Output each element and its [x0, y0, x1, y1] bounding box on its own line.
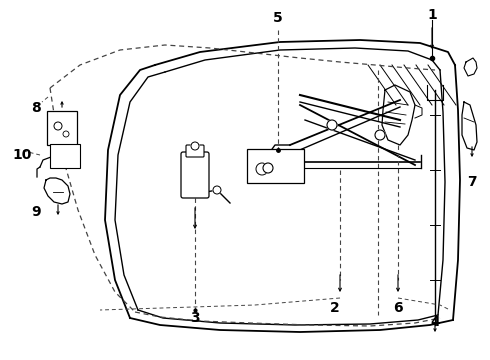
Circle shape — [375, 130, 385, 140]
FancyBboxPatch shape — [186, 145, 204, 157]
Text: 5: 5 — [273, 11, 283, 25]
Text: 1: 1 — [427, 8, 437, 22]
FancyBboxPatch shape — [181, 152, 209, 198]
FancyBboxPatch shape — [50, 144, 80, 168]
Text: 8: 8 — [31, 101, 41, 115]
Text: 7: 7 — [467, 175, 477, 189]
Circle shape — [213, 186, 221, 194]
Circle shape — [327, 120, 337, 130]
Text: 10: 10 — [12, 148, 32, 162]
Text: 9: 9 — [31, 205, 41, 219]
Text: 4: 4 — [430, 315, 440, 329]
Text: 3: 3 — [190, 311, 200, 325]
Circle shape — [191, 142, 199, 150]
Text: 6: 6 — [393, 301, 403, 315]
Circle shape — [256, 163, 268, 175]
FancyBboxPatch shape — [47, 111, 77, 145]
Text: 2: 2 — [330, 301, 340, 315]
FancyBboxPatch shape — [247, 149, 304, 183]
Circle shape — [263, 163, 273, 173]
